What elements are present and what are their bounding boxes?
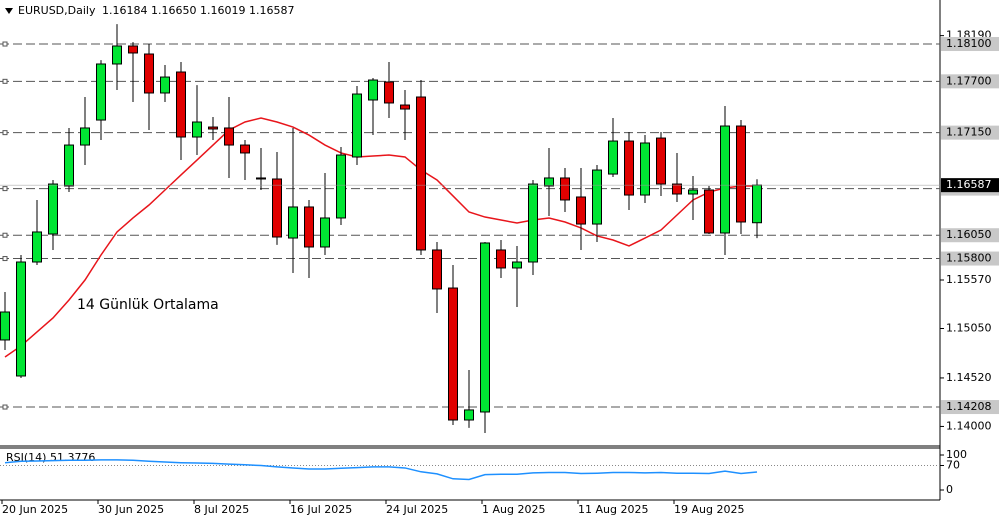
candle-body bbox=[592, 169, 602, 225]
candle-body bbox=[192, 121, 202, 138]
level-label: 1.18100 bbox=[946, 37, 992, 50]
candle-body bbox=[368, 79, 378, 101]
x-tick-label: 20 Jun 2025 bbox=[2, 503, 68, 516]
candle-body bbox=[128, 45, 138, 54]
last-price-label: 1.16587 bbox=[946, 178, 992, 191]
last-price-box bbox=[941, 178, 999, 193]
level-handle bbox=[2, 404, 8, 410]
candle-body bbox=[656, 137, 666, 185]
candle-body bbox=[0, 311, 10, 341]
x-tick-label: 24 Jul 2025 bbox=[386, 503, 448, 516]
level-handle bbox=[2, 130, 8, 136]
candle-body bbox=[160, 76, 170, 94]
x-tick-label: 16 Jul 2025 bbox=[290, 503, 352, 516]
candle-body bbox=[224, 127, 234, 146]
candle-body bbox=[352, 93, 362, 158]
candle-body bbox=[80, 127, 90, 146]
level-box bbox=[941, 74, 999, 89]
candle-body bbox=[64, 144, 74, 187]
candle-body bbox=[320, 217, 330, 248]
candle-body bbox=[32, 231, 42, 263]
candle-body bbox=[544, 177, 554, 187]
y-tick-label: 1.14520 bbox=[946, 371, 992, 384]
candle-body bbox=[720, 125, 730, 234]
level-box bbox=[941, 400, 999, 415]
x-tick-label: 11 Aug 2025 bbox=[578, 503, 648, 516]
candle-body bbox=[432, 249, 442, 290]
y-tick-label: 1.15050 bbox=[946, 322, 992, 335]
x-tick-label: 30 Jun 2025 bbox=[98, 503, 164, 516]
level-label: 1.16050 bbox=[946, 228, 992, 241]
level-box bbox=[941, 228, 999, 243]
candle-body bbox=[640, 142, 650, 196]
candle-body bbox=[512, 261, 522, 269]
level-label: 1.15800 bbox=[946, 252, 992, 265]
candle-body bbox=[752, 184, 762, 224]
level-handle bbox=[2, 186, 8, 192]
rsi-tick-label: 70 bbox=[946, 459, 960, 472]
candle-body bbox=[704, 189, 714, 234]
level-handle bbox=[2, 256, 8, 262]
symbol-toggle[interactable] bbox=[5, 8, 13, 14]
y-tick-label: 1.14000 bbox=[946, 419, 992, 432]
candle-body bbox=[112, 45, 122, 65]
candle-body bbox=[480, 242, 490, 413]
x-tick-label: 8 Jul 2025 bbox=[194, 503, 249, 516]
candle-body bbox=[208, 126, 218, 130]
rsi-tick-label: 0 bbox=[946, 483, 953, 496]
moving-average-line bbox=[4, 117, 757, 358]
candle-body bbox=[672, 183, 682, 195]
level-box bbox=[941, 125, 999, 140]
candle-body bbox=[240, 144, 250, 154]
x-tick-label: 19 Aug 2025 bbox=[674, 503, 744, 516]
candle-body bbox=[608, 140, 618, 175]
level-label: 1.14208 bbox=[946, 400, 992, 413]
candle-body bbox=[528, 183, 538, 263]
series-label: 14 Günlük Ortalama bbox=[77, 297, 219, 313]
level-handle bbox=[2, 78, 8, 84]
candle-body bbox=[144, 53, 154, 94]
level-handle bbox=[2, 41, 8, 47]
rsi-tick-label: 100 bbox=[946, 448, 967, 461]
level-box bbox=[941, 251, 999, 266]
level-label: 1.17150 bbox=[946, 126, 992, 139]
candle-body bbox=[256, 177, 266, 180]
ohlc-text: 1.16184 1.16650 1.16019 1.16587 bbox=[102, 4, 294, 17]
candle-body bbox=[272, 178, 282, 238]
level-handle bbox=[2, 232, 8, 238]
candle-body bbox=[496, 249, 506, 269]
level-label: 1.17700 bbox=[946, 74, 992, 87]
level-box bbox=[941, 37, 999, 52]
candle-body bbox=[448, 287, 458, 421]
candle-body bbox=[288, 206, 298, 239]
rsi-line bbox=[4, 459, 758, 481]
candle-body bbox=[400, 104, 410, 110]
candle-body bbox=[688, 189, 698, 195]
candle-body bbox=[384, 81, 394, 104]
chart-title: EURUSD,Daily bbox=[18, 4, 96, 17]
candle-body bbox=[464, 409, 474, 421]
x-tick-label: 1 Aug 2025 bbox=[482, 503, 545, 516]
candle-body bbox=[16, 261, 26, 377]
candle-body bbox=[96, 63, 106, 121]
candle-body bbox=[576, 196, 586, 225]
y-tick-label: 1.15570 bbox=[946, 273, 992, 286]
candle-body bbox=[416, 96, 426, 251]
candle-body bbox=[336, 154, 346, 219]
candle-body bbox=[736, 125, 746, 223]
candle-body bbox=[176, 71, 186, 138]
candle-body bbox=[624, 140, 634, 196]
candle-body bbox=[48, 183, 58, 235]
candle-body bbox=[304, 206, 314, 248]
candle-body bbox=[560, 177, 570, 201]
